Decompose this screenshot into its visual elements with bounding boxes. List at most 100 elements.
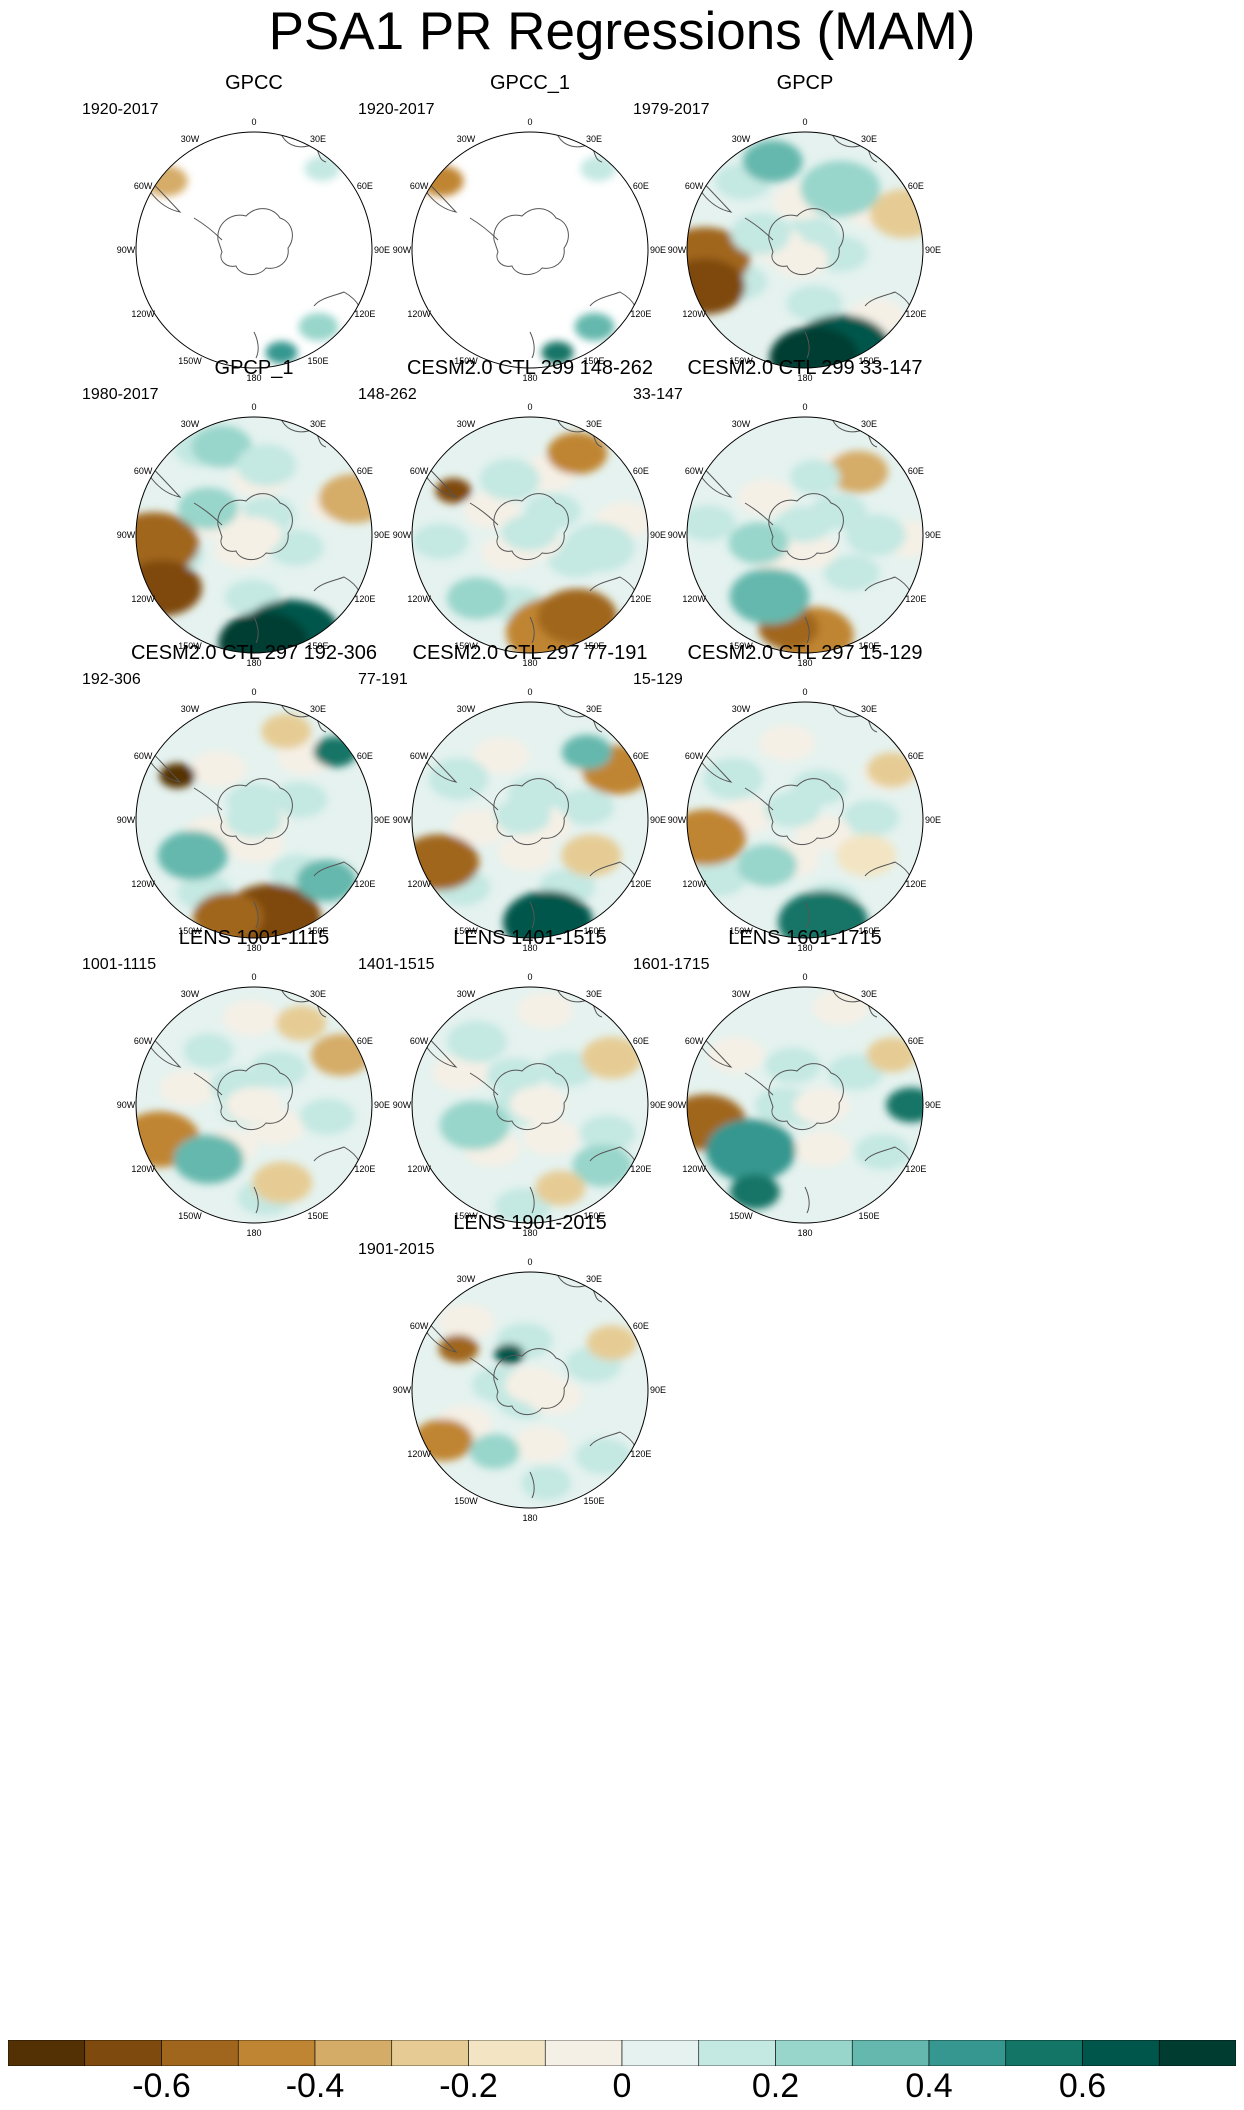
longitude-label: 30E: [310, 704, 326, 714]
longitude-label: 120W: [131, 879, 155, 889]
coastline: [469, 787, 499, 811]
polar-map: 0 30E 60E 90E 120E 150E 180 150W 120W 90W 60W 30W: [668, 972, 941, 1238]
coastline: [493, 778, 569, 845]
coastline: [193, 1072, 223, 1096]
longitude-label: 180: [522, 1228, 537, 1238]
polar-map: 0 30E 60E 90E 120E 150E 180 150W 120W 90W 60W 30W: [117, 972, 390, 1238]
longitude-label: 120W: [682, 594, 706, 604]
field-patch: [446, 577, 507, 620]
longitude-label: 150W: [454, 356, 478, 366]
longitude-label: 60E: [633, 181, 649, 191]
field-patch: [251, 1051, 308, 1088]
coastline: [529, 616, 535, 644]
field-patch: [173, 1134, 244, 1184]
longitude-label: 120E: [905, 594, 926, 604]
longitude-label: 120E: [354, 879, 375, 889]
polar-map: 0 30E 60E 90E 120E 150E 180 150W 120W 90W 60W 30W: [668, 687, 941, 953]
longitude-label: 60W: [134, 1036, 153, 1046]
coastline: [744, 217, 774, 241]
field-patch: [742, 140, 803, 183]
longitude-label: 180: [797, 1228, 812, 1238]
longitude-label: 60W: [410, 181, 429, 191]
panel-title: CESM2.0 CTL 297 77-191: [412, 642, 648, 664]
field-patch: [794, 1130, 851, 1167]
field-patch: [265, 341, 298, 364]
longitude-label: 60E: [357, 181, 373, 191]
field-patch: [261, 713, 312, 749]
field-patch: [516, 992, 573, 1029]
field-patch: [304, 156, 341, 182]
longitude-label: 180: [246, 373, 261, 383]
coastline: [804, 331, 810, 359]
polar-map: 0 30E 60E 90E 120E 150E 180 150W 120W 90W 60W 30W: [393, 972, 666, 1238]
field-patch: [729, 568, 810, 625]
polar-map: 0 30E 60E 90E 120E 150E 180 150W 120W 90W 60W 30W: [117, 117, 390, 383]
coastline: [493, 1063, 569, 1130]
longitude-label: 90W: [117, 530, 136, 540]
field-patch: [510, 1085, 567, 1122]
panel-years: 1601-1715: [633, 956, 710, 973]
colorbar-swatch: [928, 2040, 1007, 2066]
field-patch: [226, 1087, 282, 1123]
coastline: [469, 1072, 499, 1096]
field-patch: [703, 757, 764, 800]
coastline: [469, 217, 499, 241]
longitude-label: 90W: [393, 1100, 412, 1110]
longitude-label: 0: [527, 117, 532, 127]
field-patch: [486, 1057, 543, 1094]
longitude-label: 120W: [407, 309, 431, 319]
panel-title: CESM2.0 CTL 297 192-306: [130, 642, 378, 664]
field-patch: [218, 611, 309, 653]
longitude-label: 150W: [178, 641, 202, 651]
field-patch: [687, 505, 736, 542]
colorbar-tick-label: -0.6: [132, 2067, 191, 2105]
longitude-label: 150E: [583, 641, 604, 651]
longitude-label: 90W: [393, 815, 412, 825]
longitude-label: 180: [522, 943, 537, 953]
longitude-label: 30W: [732, 704, 751, 714]
coastline: [744, 787, 774, 811]
longitude-label: 150W: [729, 641, 753, 651]
colorbar-swatch: [851, 2040, 930, 2066]
field-patch: [159, 1070, 216, 1107]
polar-map: 0 30E 60E 90E 120E 150E 180 150W 120W 90W 60W 30W: [393, 402, 666, 668]
panel-years: 1979-2017: [633, 101, 710, 118]
longitude-label: 30E: [861, 134, 877, 144]
longitude-label: 90W: [668, 1100, 687, 1110]
coastline: [744, 502, 774, 526]
field-patch: [222, 999, 279, 1036]
longitude-label: 150E: [583, 1496, 604, 1506]
longitude-label: 0: [802, 117, 807, 127]
polar-map: 0 30E 60E 90E 120E 150E 180 150W 120W 90W 60W 30W: [117, 402, 390, 668]
colorbar-tick-label: 0.2: [751, 2067, 800, 2105]
longitude-label: 150E: [858, 641, 879, 651]
polar-map: 0 30E 60E 90E 120E 150E 180 150W 120W 90W 60W 30W: [668, 117, 941, 383]
panel-years: 192-306: [82, 671, 141, 688]
field-patch: [579, 1115, 636, 1152]
field-patch: [795, 814, 852, 851]
coastline: [744, 1072, 774, 1096]
field-patch: [469, 1433, 520, 1469]
field-patch: [778, 890, 869, 938]
map-panel: GPCP_1 1980-2017 0 30E 60E 90E 120E 150E 180 150W…: [68, 357, 440, 729]
longitude-label: 60W: [134, 181, 153, 191]
longitude-label: 90W: [668, 530, 687, 540]
field-patch: [730, 212, 791, 255]
longitude-label: 60W: [410, 751, 429, 761]
longitude-label: 150W: [178, 926, 202, 936]
field-patch: [503, 890, 594, 938]
field-patch: [178, 487, 239, 530]
panel-years: 148-262: [358, 386, 417, 403]
longitude-label: 60E: [357, 751, 373, 761]
longitude-label: 30E: [861, 419, 877, 429]
field-patch: [136, 560, 203, 617]
longitude-label: 90E: [650, 1100, 666, 1110]
map-panel: CESM2.0 CTL 297 192-306 192-306 0 30E 60E 90E…: [68, 642, 440, 1014]
field-patch: [298, 312, 339, 341]
field-patch: [759, 724, 816, 761]
coastline: [217, 208, 293, 275]
longitude-label: 0: [802, 687, 807, 697]
field-patch: [252, 1161, 313, 1204]
field-patch: [754, 1087, 811, 1124]
panel-title: LENS 1901-2015: [453, 1212, 607, 1234]
